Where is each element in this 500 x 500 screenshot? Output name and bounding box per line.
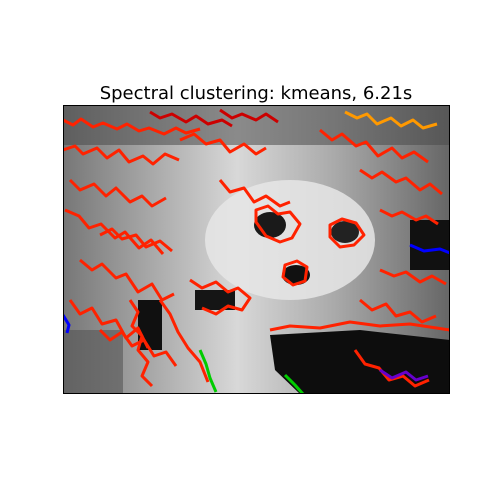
- image-dark-right: [410, 220, 450, 270]
- contours: [63, 108, 450, 394]
- contour-red-19: [379, 268, 447, 286]
- image-dark-bottom-left: [63, 330, 123, 394]
- plot-frame: [63, 105, 450, 394]
- contour-red-21: [189, 278, 252, 316]
- chart-title: Spectral clustering: kmeans, 6.21s: [100, 83, 413, 104]
- image-dark-bottom: [270, 330, 450, 394]
- contour-red-15: [353, 349, 430, 388]
- contour-red-10: [218, 179, 291, 208]
- contour-red-1: [63, 117, 201, 136]
- contour-red-11: [254, 204, 302, 244]
- contour-red-17: [359, 168, 443, 196]
- contour-red-18: [379, 208, 439, 226]
- contour-darkred-1: [149, 110, 233, 128]
- contour-red-23: [99, 227, 173, 253]
- contour-orange: [344, 110, 438, 130]
- image-dark-top: [63, 105, 450, 145]
- contour-green-2: [283, 373, 305, 394]
- contour-red-16: [319, 128, 429, 164]
- contour-green-1: [198, 349, 218, 393]
- contour-red-2: [63, 144, 180, 166]
- contour-red-3: [68, 178, 167, 208]
- image-eye-right: [331, 221, 359, 243]
- image-dark-mid: [195, 290, 235, 310]
- contour-red-14: [269, 320, 450, 332]
- contour-red-4: [64, 208, 165, 255]
- contour-red-8: [128, 299, 154, 388]
- contour-purple: [379, 368, 429, 382]
- contour-red-5: [79, 258, 175, 302]
- contour-blue-2: [409, 243, 450, 255]
- contour-blue-1: [63, 314, 71, 334]
- contour-red-9: [179, 132, 267, 156]
- contour-darkred-2: [219, 108, 279, 124]
- contour-red-12: [328, 217, 366, 249]
- contour-red-13: [281, 259, 309, 287]
- contour-red-20: [359, 298, 437, 324]
- contour-red-7: [98, 328, 178, 367]
- contour-red-22: [158, 299, 210, 383]
- plot-area: [63, 105, 450, 394]
